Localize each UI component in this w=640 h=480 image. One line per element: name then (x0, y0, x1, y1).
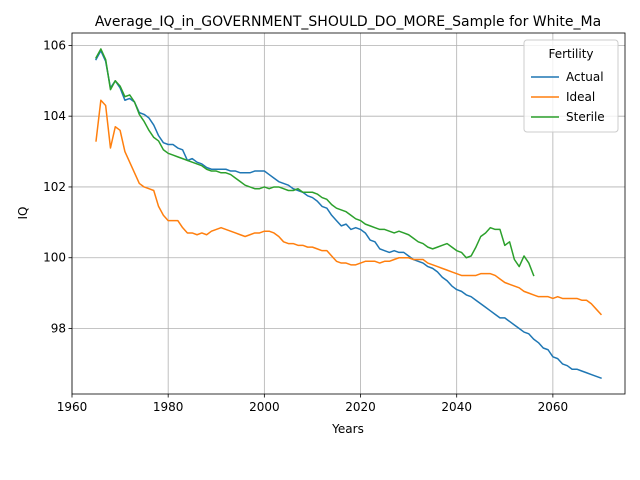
x-tick-label: 1980 (153, 400, 184, 414)
series-line-sterile (95, 48, 535, 277)
x-tick-label: 2020 (345, 400, 376, 414)
y-tick-label: 102 (43, 180, 66, 194)
chart-title: Average_IQ_in_GOVERNMENT_SHOULD_DO_MORE_… (95, 14, 601, 30)
plot-frame (71, 32, 626, 395)
legend-items: Actual Ideal Sterile (531, 70, 605, 124)
y-tick-label: 106 (43, 38, 66, 52)
x-tick-label: 2060 (538, 400, 569, 414)
legend-title: Fertility (548, 47, 593, 61)
y-tick-label: 98 (51, 322, 66, 336)
series-line-actual (95, 49, 602, 380)
y-axis-label: IQ (16, 207, 30, 220)
x-axis-label: Years (331, 422, 364, 436)
x-tick-label: 2040 (441, 400, 472, 414)
y-tick-label: 104 (43, 109, 66, 123)
y-tick-label: 100 (43, 251, 66, 265)
legend: Fertility Actual Ideal Sterile (523, 39, 619, 133)
series-lines (95, 48, 603, 380)
x-tick-label: 1960 (57, 400, 88, 414)
axis-ticks: 1960 1980 2000 2020 2040 2060 98 100 102 104 106 (43, 38, 568, 414)
legend-label-actual: Actual (566, 70, 604, 84)
legend-label-sterile: Sterile (566, 110, 605, 124)
series-line-ideal (95, 99, 603, 316)
x-tick-label: 2000 (249, 400, 280, 414)
legend-frame (523, 39, 619, 133)
legend-label-ideal: Ideal (566, 90, 595, 104)
